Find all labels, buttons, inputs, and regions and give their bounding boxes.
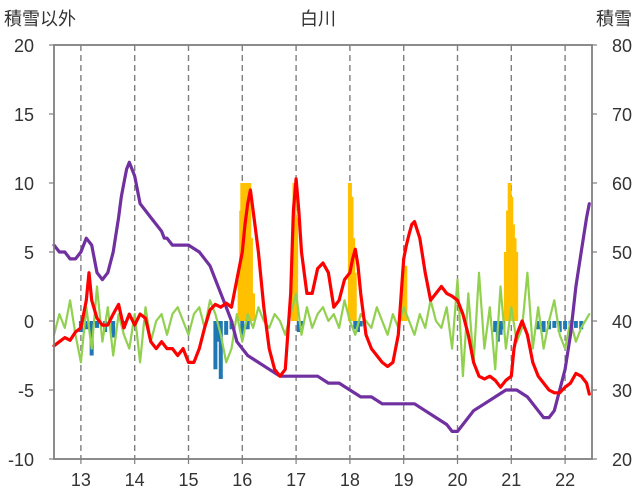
x-tick-label: 21 (501, 470, 521, 490)
blue-bar (498, 321, 503, 335)
snow-bar (248, 238, 253, 321)
blue-bar (245, 321, 250, 330)
x-tick-label: 19 (394, 470, 414, 490)
x-axis-ticks: 13 14 15 16 17 18 19 20 21 22 (71, 459, 575, 490)
right-axis-title: 積雪 (596, 9, 632, 29)
right-axis-ticks: 80 70 60 50 40 30 20 (592, 36, 632, 470)
blue-bar (218, 321, 223, 379)
blue-bar (563, 321, 568, 330)
snow-bar (251, 293, 256, 321)
x-tick-label: 15 (178, 470, 198, 490)
right-tick-label: 50 (612, 243, 632, 263)
x-tick-label: 18 (340, 470, 360, 490)
left-tick-label: 0 (24, 312, 34, 332)
x-tick-label: 16 (232, 470, 252, 490)
blue-bar (84, 321, 89, 330)
right-tick-label: 40 (612, 312, 632, 332)
line-series (52, 160, 591, 433)
right-tick-label: 20 (612, 450, 632, 470)
left-tick-label: 20 (14, 36, 34, 56)
left-tick-label: 5 (24, 243, 34, 263)
purple-line (52, 160, 591, 433)
x-tick-label: 17 (286, 470, 306, 490)
blue-bar (296, 321, 301, 333)
blue-bar (493, 321, 498, 333)
blue-bar (213, 321, 218, 370)
blue-bar (216, 321, 221, 342)
blue-bar (353, 321, 358, 330)
x-tick-label: 22 (555, 470, 575, 490)
blue-bar (536, 321, 541, 330)
blue-bar (224, 321, 229, 335)
x-tick-label: 13 (71, 470, 91, 490)
x-tick-label: 20 (447, 470, 467, 490)
left-tick-label: 10 (14, 174, 34, 194)
snow-bar (243, 196, 248, 321)
snow-bar (503, 252, 508, 321)
left-axis-title: 積雪以外 (4, 9, 76, 29)
left-tick-label: 15 (14, 105, 34, 125)
right-tick-label: 30 (612, 381, 632, 401)
blue-bar (541, 321, 546, 333)
x-tick-label: 14 (125, 470, 145, 490)
blue-bar (299, 321, 304, 327)
blue-bar (111, 321, 116, 338)
blue-bar (240, 321, 245, 338)
snow-bar (352, 272, 357, 321)
right-tick-label: 80 (612, 36, 632, 56)
left-axis-ticks: 20 15 10 5 0 -5 -10 (8, 36, 54, 470)
snow-bar (294, 217, 299, 321)
blue-bar (95, 321, 100, 328)
right-tick-label: 70 (612, 105, 632, 125)
blue-bar (573, 321, 578, 328)
chart-title: 白川 (300, 9, 336, 29)
blue-bar (552, 321, 557, 328)
green-line (52, 271, 591, 378)
snow-bar (514, 252, 519, 321)
blue-bar (579, 321, 584, 330)
left-tick-label: -5 (18, 381, 34, 401)
blue-bar (557, 321, 562, 333)
snow-bar (403, 265, 408, 321)
right-tick-label: 60 (612, 174, 632, 194)
red-line (52, 177, 591, 396)
blue-bar (358, 321, 363, 327)
left-tick-label: -10 (8, 450, 34, 470)
